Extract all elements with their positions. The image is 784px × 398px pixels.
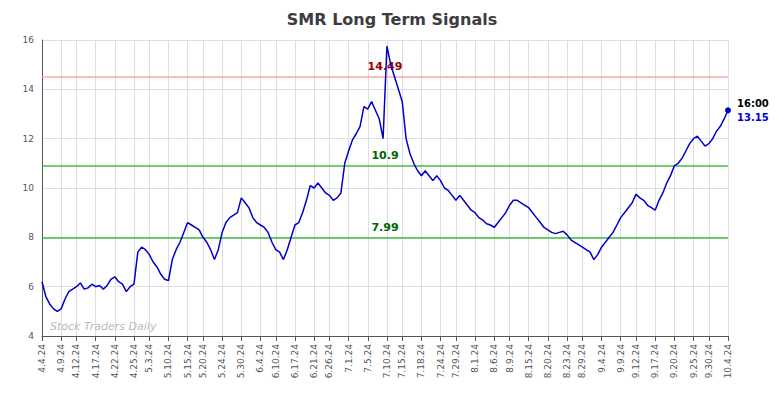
svg-text:4.9.24: 4.9.24 xyxy=(56,344,66,373)
svg-text:9.17.24: 9.17.24 xyxy=(650,344,660,379)
svg-text:5.10.24: 5.10.24 xyxy=(163,344,173,379)
svg-text:5.20.24: 5.20.24 xyxy=(198,344,208,379)
svg-text:12: 12 xyxy=(23,134,34,144)
svg-text:6: 6 xyxy=(28,282,34,292)
svg-text:6.10.24: 6.10.24 xyxy=(271,344,281,379)
svg-text:8.29.24: 8.29.24 xyxy=(577,344,587,379)
svg-text:16: 16 xyxy=(23,35,35,45)
svg-text:6.17.24: 6.17.24 xyxy=(290,344,300,379)
svg-text:4.12.24: 4.12.24 xyxy=(71,344,81,379)
svg-text:7.99: 7.99 xyxy=(371,221,398,234)
svg-text:8.23.24: 8.23.24 xyxy=(562,344,572,379)
svg-text:8.9.24: 8.9.24 xyxy=(505,344,515,373)
svg-text:5.24.24: 5.24.24 xyxy=(217,344,227,379)
svg-text:8: 8 xyxy=(28,232,34,242)
svg-text:6.26.24: 6.26.24 xyxy=(324,344,334,379)
svg-text:6.21.24: 6.21.24 xyxy=(309,344,319,379)
svg-text:5.15.24: 5.15.24 xyxy=(183,344,193,379)
svg-text:7.5.24: 7.5.24 xyxy=(363,344,373,373)
svg-text:5.3.24: 5.3.24 xyxy=(144,344,154,373)
svg-text:5.30.24: 5.30.24 xyxy=(236,344,246,379)
svg-text:9.25.24: 9.25.24 xyxy=(689,344,699,379)
svg-text:8.20.24: 8.20.24 xyxy=(543,344,553,379)
svg-text:10: 10 xyxy=(23,183,35,193)
svg-text:7.18.24: 7.18.24 xyxy=(416,344,426,379)
svg-text:4.4.24: 4.4.24 xyxy=(37,344,47,373)
svg-text:7.29.24: 7.29.24 xyxy=(451,344,461,379)
svg-text:10.9: 10.9 xyxy=(371,149,398,162)
svg-text:9.30.24: 9.30.24 xyxy=(704,344,714,379)
svg-text:13.15: 13.15 xyxy=(737,112,769,123)
svg-text:7.24.24: 7.24.24 xyxy=(436,344,446,379)
svg-text:9.20.24: 9.20.24 xyxy=(669,344,679,379)
svg-text:9.12.24: 9.12.24 xyxy=(631,344,641,379)
svg-text:4.22.24: 4.22.24 xyxy=(110,344,120,379)
svg-text:7.10.24: 7.10.24 xyxy=(382,344,392,379)
svg-text:6.4.24: 6.4.24 xyxy=(255,344,265,373)
svg-text:7.1.24: 7.1.24 xyxy=(344,344,354,373)
svg-text:9.4.24: 9.4.24 xyxy=(597,344,607,373)
svg-text:Stock Traders Daily: Stock Traders Daily xyxy=(50,320,157,333)
svg-text:14: 14 xyxy=(23,84,35,94)
svg-text:8.15.24: 8.15.24 xyxy=(524,344,534,379)
svg-text:14.49: 14.49 xyxy=(368,60,403,73)
svg-text:16:00: 16:00 xyxy=(737,98,769,109)
svg-text:10.4.24: 10.4.24 xyxy=(723,344,733,379)
svg-text:4: 4 xyxy=(28,331,34,341)
svg-text:8.6.24: 8.6.24 xyxy=(489,344,499,373)
svg-text:7.15.24: 7.15.24 xyxy=(397,344,407,379)
svg-text:9.9.24: 9.9.24 xyxy=(616,344,626,373)
svg-text:4.25.24: 4.25.24 xyxy=(129,344,139,379)
svg-text:SMR Long Term Signals: SMR Long Term Signals xyxy=(287,10,497,29)
svg-text:4.17.24: 4.17.24 xyxy=(91,344,101,379)
svg-text:8.1.24: 8.1.24 xyxy=(470,344,480,373)
